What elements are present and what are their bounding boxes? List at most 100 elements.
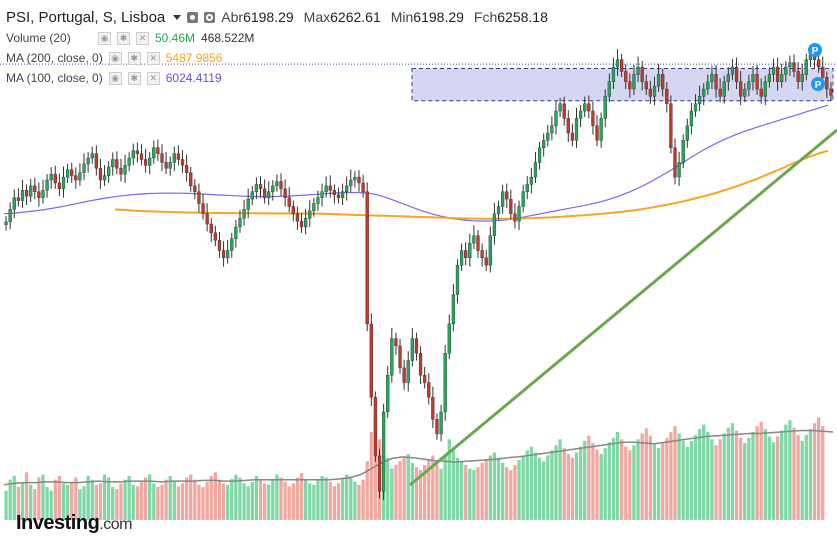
candle (340, 191, 345, 198)
volume-bar (41, 474, 45, 520)
volume-bar (246, 486, 250, 520)
volume-bar (115, 489, 119, 520)
candle (710, 74, 714, 82)
volume-bar (82, 486, 86, 520)
candle (398, 345, 402, 369)
candle (537, 147, 542, 163)
candle (821, 66, 825, 78)
indicator-ma200-name[interactable]: MA (200, close, 0) (6, 51, 103, 65)
volume-bar (500, 462, 505, 520)
candle (115, 159, 119, 169)
candle (566, 118, 570, 134)
gear-icon[interactable] (204, 11, 216, 23)
volume-bar (685, 446, 689, 520)
candle (283, 188, 287, 198)
volume-bar (287, 486, 291, 520)
candle (529, 176, 533, 185)
volume-bar (127, 476, 131, 520)
candle (160, 153, 164, 163)
volume-bar (496, 457, 501, 520)
volume-bar (61, 483, 66, 520)
volume-bar (570, 457, 575, 520)
volume-bar (156, 487, 160, 520)
candle (792, 62, 796, 72)
p-marker-icon[interactable] (811, 77, 825, 91)
candle (4, 221, 8, 225)
settings-icon[interactable]: ✱ (127, 71, 141, 85)
volume-bar (164, 479, 168, 520)
volume-bar (583, 440, 587, 520)
volume-bar (119, 483, 123, 520)
volume-bar (546, 455, 550, 520)
candle (558, 103, 562, 112)
candle (427, 382, 431, 398)
indicator-volume-name[interactable]: Volume (20) (6, 31, 71, 45)
volume-bar (168, 476, 172, 520)
candle (123, 165, 127, 175)
remove-icon[interactable]: ✕ (146, 51, 160, 65)
symbol-dropdown-icon[interactable] (173, 14, 182, 20)
candle (574, 118, 579, 141)
candle (246, 198, 250, 210)
volume-bar (205, 481, 209, 520)
candle (238, 217, 242, 228)
candle (500, 191, 505, 207)
candle (816, 59, 821, 68)
candle (730, 66, 735, 75)
candle (775, 66, 780, 82)
candle (74, 175, 78, 181)
volume-bar (201, 487, 205, 520)
ma200-line (114, 149, 829, 220)
candle (312, 203, 316, 212)
candle (640, 66, 644, 82)
indicator-ma100-name[interactable]: MA (100, close, 0) (6, 71, 103, 85)
symbol-title[interactable]: PSI, Portugal, S, Lisboa (6, 8, 166, 26)
candle (184, 165, 189, 173)
volume-bar (70, 481, 74, 520)
volume-bar (812, 423, 817, 520)
candle (209, 223, 213, 234)
volume-bar (697, 429, 702, 520)
candle (488, 235, 492, 266)
candle (459, 250, 464, 266)
hide-icon[interactable]: ◉ (108, 71, 122, 85)
hide-icon[interactable]: ◉ (98, 31, 111, 45)
volume-bar (123, 479, 127, 520)
candle (648, 88, 653, 97)
settings-icon[interactable]: ✱ (117, 31, 130, 45)
volume-bar (57, 476, 62, 520)
trendline[interactable] (409, 128, 837, 487)
remove-icon[interactable]: ✕ (146, 71, 160, 85)
eye-icon[interactable] (187, 11, 199, 23)
candle (226, 250, 230, 259)
volume-bar (718, 439, 722, 520)
volume-bar (275, 474, 279, 520)
candle (82, 163, 86, 173)
remove-icon[interactable]: ✕ (136, 31, 149, 45)
volume-bar (361, 479, 365, 520)
candle (496, 206, 501, 214)
volume-bar (111, 487, 115, 520)
volume-bar (12, 476, 16, 520)
hide-icon[interactable]: ◉ (108, 51, 122, 65)
volume-bar (468, 468, 472, 520)
candle (332, 190, 337, 195)
settings-icon[interactable]: ✱ (127, 51, 141, 65)
candle (361, 182, 365, 192)
volume-bar (394, 465, 398, 520)
ohlc-open: Abr6198.29 (221, 9, 294, 25)
candle (759, 88, 763, 97)
resistance-zone[interactable] (411, 67, 834, 102)
ohlc-low: Min6198.29 (390, 9, 464, 25)
candle (829, 88, 833, 96)
indicator-volume: Volume (20) ◉ ✱ ✕ 50.46M 468.522M (6, 28, 548, 48)
candle (632, 74, 636, 90)
volume-bar (340, 478, 345, 520)
volume-bar (800, 440, 804, 520)
candle (254, 184, 259, 192)
volume-bar (550, 450, 554, 520)
p-marker-icon[interactable] (808, 43, 822, 57)
volume-bar (620, 439, 624, 520)
candle (697, 96, 702, 104)
